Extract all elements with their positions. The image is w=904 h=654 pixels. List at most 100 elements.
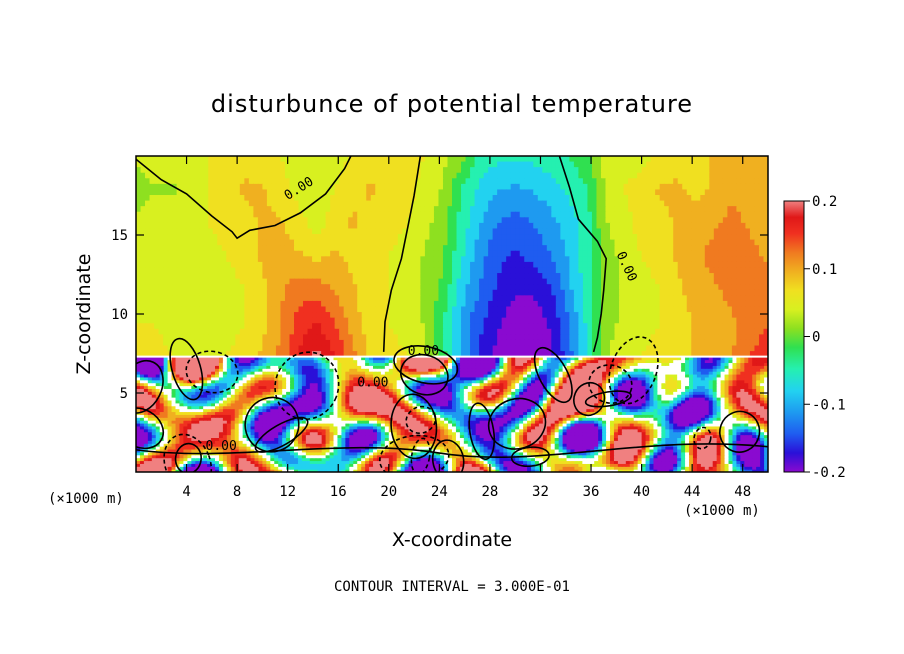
upper-cell (438, 317, 444, 324)
upper-cell (266, 200, 273, 207)
upper-cell (740, 183, 747, 191)
upper-cell (758, 178, 765, 185)
upper-cell (758, 317, 765, 324)
upper-cell (226, 195, 232, 202)
upper-cell (740, 200, 747, 207)
upper-cell (239, 156, 245, 163)
upper-cell (664, 256, 670, 263)
upper-cell (722, 300, 728, 308)
upper-cell (294, 317, 300, 324)
upper-cell (461, 228, 467, 235)
upper-cell (758, 284, 765, 291)
upper-cell (700, 278, 706, 285)
upper-cell (266, 172, 273, 179)
upper-cell (668, 189, 674, 196)
upper-cell (758, 200, 765, 207)
upper-cell (429, 334, 435, 341)
upper-cell (203, 339, 209, 347)
upper-cell (718, 167, 724, 174)
upper-cell (731, 312, 737, 319)
upper-cell (262, 206, 268, 213)
upper-cell (393, 312, 399, 319)
upper-cell (623, 228, 629, 235)
upper-cell (600, 239, 607, 246)
upper-cell (736, 256, 742, 263)
upper-cell (388, 211, 394, 218)
upper-cell (253, 345, 259, 352)
upper-cell (442, 345, 449, 352)
upper-cell (361, 228, 367, 235)
upper-cell (731, 306, 737, 313)
upper-cell (641, 234, 647, 241)
upper-cell (226, 217, 232, 224)
upper-cell (619, 261, 625, 269)
upper-cell (524, 245, 530, 252)
upper-cell (343, 211, 349, 218)
upper-cell (501, 261, 507, 269)
upper-cell (632, 345, 638, 352)
upper-cell (167, 339, 173, 347)
upper-cell (763, 211, 768, 218)
upper-cell (226, 239, 232, 246)
upper-cell (731, 256, 737, 263)
upper-cell (646, 222, 652, 230)
upper-cell (163, 334, 169, 341)
upper-cell (140, 328, 146, 335)
upper-cell (375, 273, 381, 280)
upper-cell (176, 317, 182, 324)
upper-cell (397, 195, 403, 202)
upper-cell (456, 195, 462, 202)
upper-cell (303, 334, 309, 341)
upper-cell (253, 351, 259, 358)
upper-cell (524, 323, 530, 330)
upper-cell (393, 334, 399, 341)
upper-cell (221, 295, 227, 302)
upper-cell (185, 312, 191, 319)
upper-cell (479, 289, 485, 296)
upper-cell (727, 312, 733, 319)
upper-cell (226, 273, 232, 280)
chart-title: disturbunce of potential temperature (211, 90, 693, 118)
upper-cell (190, 234, 196, 241)
upper-cell (348, 256, 354, 263)
upper-cell (357, 189, 363, 196)
upper-cell (348, 273, 354, 280)
upper-cell (461, 334, 467, 341)
upper-cell (442, 300, 449, 308)
upper-cell (610, 228, 616, 235)
upper-cell (199, 178, 205, 185)
upper-cell (429, 339, 435, 347)
upper-cell (731, 245, 737, 252)
upper-cell (343, 328, 349, 335)
upper-cell (361, 161, 367, 168)
upper-cell (650, 267, 656, 274)
upper-cell (406, 206, 412, 213)
upper-cell (230, 351, 236, 358)
upper-cell (673, 328, 679, 335)
upper-cell (442, 172, 449, 179)
upper-cell (384, 256, 390, 263)
upper-cell (221, 273, 227, 280)
upper-cell (686, 267, 692, 274)
upper-cell (614, 334, 620, 341)
upper-cell (217, 345, 223, 352)
upper-cell (208, 312, 214, 319)
upper-cell (339, 267, 345, 274)
upper-cell (659, 217, 665, 224)
upper-cell (424, 239, 431, 246)
upper-cell (731, 161, 737, 168)
upper-cell (605, 250, 611, 257)
upper-cell (537, 284, 543, 291)
upper-cell (704, 172, 710, 179)
upper-cell (754, 234, 760, 241)
upper-cell (510, 206, 516, 213)
upper-cell (614, 245, 620, 252)
upper-cell (749, 261, 756, 269)
upper-cell (438, 161, 444, 168)
upper-cell (718, 306, 724, 313)
upper-cell (433, 228, 440, 235)
upper-cell (190, 245, 196, 252)
upper-cell (230, 300, 236, 308)
upper-cell (578, 289, 584, 296)
upper-cell (619, 195, 625, 202)
